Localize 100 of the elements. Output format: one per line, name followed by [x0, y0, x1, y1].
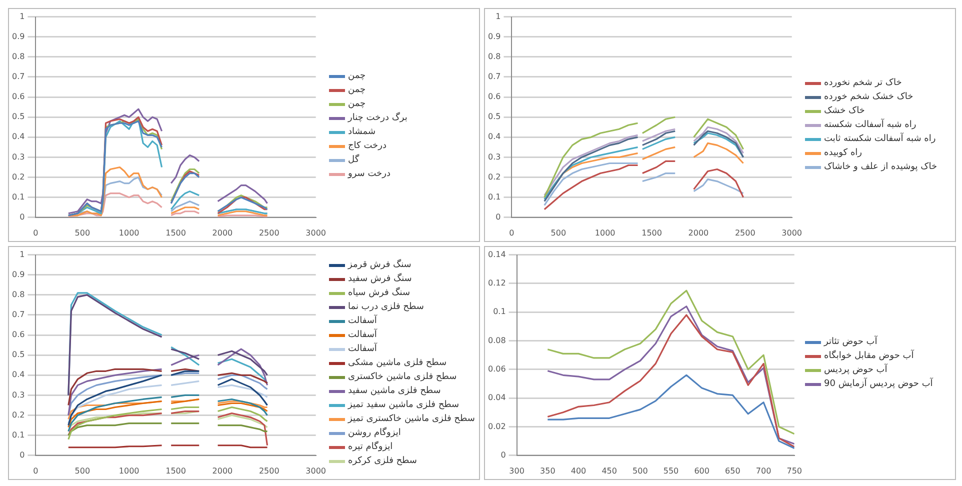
y-tick-label: 0.9	[488, 32, 501, 41]
legend-label: خاک خشک	[824, 106, 865, 116]
legend-label: گل	[348, 154, 360, 166]
y-tick-label: 0.9	[12, 32, 25, 41]
x-tick-label: 500	[74, 228, 90, 238]
legend-label: ایزوگام روشن	[348, 428, 401, 438]
legend-label: سطح فلزی کرکره	[348, 456, 417, 466]
legend-label: سطح فلزی ماشین خاکستری تمیز	[348, 414, 475, 424]
y-tick-label: 0.1	[12, 192, 25, 202]
legend-label: آسفالت	[348, 344, 377, 354]
legend-label: خاک پوشیده از علف و خاشاک	[824, 162, 938, 172]
y-tick-label: 0.7	[12, 310, 25, 320]
y-tick-label: 1	[496, 12, 501, 21]
y-tick-label: 0	[500, 450, 506, 460]
x-tick-label: 1000	[594, 228, 616, 238]
x-tick-label: 1500	[642, 228, 662, 238]
y-tick-label: 0.6	[12, 330, 25, 340]
y-tick-label: 0.3	[12, 390, 25, 400]
x-tick-label: 350	[540, 466, 556, 476]
y-tick-label: 0.1	[488, 192, 501, 202]
y-tick-label: 0.9	[12, 270, 25, 279]
y-tick-label: 0.2	[12, 172, 25, 182]
x-tick-label: 500	[550, 228, 566, 238]
x-tick-label: 550	[663, 466, 679, 476]
x-tick-label: 600	[694, 466, 710, 476]
y-tick-label: 0.3	[12, 152, 25, 162]
y-tick-label: 0.2	[488, 172, 501, 182]
y-tick-label: 0.4	[488, 132, 501, 142]
legend-label: آسفالت	[348, 316, 377, 326]
y-tick-label: 0	[496, 212, 501, 222]
y-tick-label: 0.02	[488, 422, 506, 431]
x-tick-label: 3000	[782, 228, 802, 238]
legend-label: سطح فلزی ماشین خاکستری	[348, 372, 457, 382]
y-tick-label: 0.6	[12, 92, 25, 102]
x-tick-label: 2000	[688, 228, 709, 238]
x-tick-label: 400	[570, 466, 586, 476]
x-tick-label: 2500	[734, 228, 756, 238]
x-tick-label: 3000	[306, 466, 326, 476]
legend-label: خاک خشک شخم خورده	[824, 92, 914, 102]
y-tick-label: 0	[20, 212, 25, 222]
x-tick-label: 0	[509, 228, 514, 238]
y-tick-label: 0.1	[493, 307, 506, 316]
x-tick-label: 450	[602, 466, 617, 476]
x-tick-label: 1500	[166, 228, 186, 238]
x-tick-label: 1000	[118, 228, 140, 238]
legend-label: چمن	[348, 98, 366, 110]
legend-label: آب حوض مقابل خوابگاه	[824, 350, 914, 362]
legend-label: سطح فلزی درب نما	[348, 302, 424, 312]
y-tick-label: 0.5	[12, 350, 25, 360]
x-tick-label: 0	[33, 228, 38, 238]
y-tick-label: 0.6	[488, 92, 501, 102]
legend-label: آب حوض تئاتر	[824, 336, 878, 348]
legend-label: سطح فلزی ماشین سفید	[348, 386, 441, 396]
y-tick-label: 0.8	[488, 52, 501, 61]
legend-label: راه شبه آسفالت شکسته	[824, 120, 916, 130]
y-tick-label: 0	[20, 450, 25, 460]
y-tick-label: 0.7	[12, 72, 25, 82]
y-tick-label: 0.8	[12, 290, 25, 299]
x-tick-label: 2000	[212, 466, 233, 476]
y-tick-label: 0.12	[488, 278, 506, 288]
y-tick-label: 0.7	[488, 72, 501, 82]
legend-label: برگ درخت چنار	[348, 112, 408, 124]
legend-label: سنگ فرش سفید	[348, 274, 412, 284]
x-tick-label: 750	[786, 466, 802, 476]
x-tick-label: 2500	[258, 228, 280, 238]
y-tick-label: 1	[20, 250, 25, 259]
legend-label: راه شبه آسفالت شکسته ثابت	[824, 134, 936, 144]
legend-label: راه کوبیده	[824, 148, 862, 158]
y-tick-label: 0.3	[488, 152, 501, 162]
legend-label: آب حوض پردیس آزمایش 90	[824, 378, 933, 390]
y-tick-label: 0.2	[12, 410, 25, 420]
x-tick-label: 1000	[118, 466, 140, 476]
y-tick-label: 0.14	[488, 250, 506, 259]
x-tick-label: 500	[74, 466, 90, 476]
y-tick-label: 0.5	[12, 112, 25, 122]
y-tick-label: 0.06	[488, 364, 506, 374]
y-tick-label: 0.5	[488, 112, 501, 122]
y-tick-label: 0.04	[488, 393, 506, 402]
x-tick-label: 500	[632, 466, 648, 476]
legend-label: چمن	[348, 70, 366, 82]
x-tick-label: 2500	[258, 466, 280, 476]
legend-label: سطح فلزی ماشین مشکی	[348, 358, 447, 368]
x-tick-label: 2000	[212, 228, 233, 238]
x-tick-label: 700	[756, 466, 772, 476]
y-tick-label: 0.4	[12, 132, 25, 142]
legend-label: چمن	[348, 84, 366, 96]
legend-label: ایزوگام تیره	[348, 442, 393, 452]
y-tick-label: 1	[20, 12, 25, 21]
legend-label: سنگ فرش قرمز	[348, 260, 412, 270]
legend-label: آسفالت	[348, 330, 377, 340]
x-tick-label: 1500	[166, 466, 186, 476]
legend-label: آب حوض پردیس	[824, 364, 888, 376]
x-tick-label: 3000	[306, 228, 326, 238]
legend-label: خاک تر شخم نخورده	[824, 78, 902, 88]
y-tick-label: 0.8	[12, 52, 25, 61]
x-tick-label: 0	[33, 466, 38, 476]
legend-label: سطح فلزی ماشین سفید تمیز	[348, 400, 460, 410]
legend-label: درخت سرو	[348, 168, 390, 180]
y-tick-label: 0.1	[12, 430, 25, 440]
y-tick-label: 0.4	[12, 370, 25, 380]
